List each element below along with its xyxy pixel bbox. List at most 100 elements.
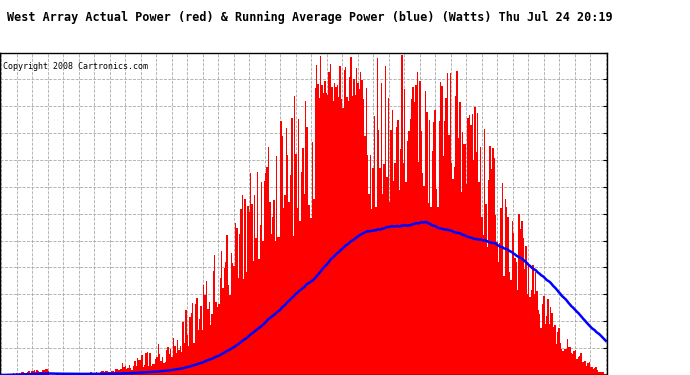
- Bar: [189, 317, 190, 375]
- Bar: [341, 99, 342, 375]
- Bar: [564, 349, 565, 375]
- Bar: [128, 368, 129, 375]
- Bar: [391, 130, 392, 375]
- Bar: [488, 180, 489, 375]
- Bar: [112, 371, 114, 375]
- Bar: [135, 361, 136, 375]
- Bar: [520, 230, 521, 375]
- Bar: [100, 372, 101, 375]
- Bar: [280, 121, 282, 375]
- Bar: [435, 110, 436, 375]
- Bar: [111, 371, 112, 375]
- Bar: [526, 294, 528, 375]
- Bar: [315, 87, 316, 375]
- Bar: [119, 369, 121, 375]
- Bar: [571, 352, 572, 375]
- Bar: [299, 221, 301, 375]
- Bar: [319, 98, 320, 375]
- Bar: [153, 364, 155, 375]
- Bar: [474, 107, 475, 375]
- Bar: [254, 195, 255, 375]
- Bar: [101, 371, 103, 375]
- Bar: [115, 369, 117, 375]
- Bar: [433, 122, 435, 375]
- Bar: [342, 108, 344, 375]
- Bar: [482, 235, 484, 375]
- Bar: [513, 232, 514, 375]
- Bar: [499, 243, 500, 375]
- Bar: [371, 209, 373, 375]
- Bar: [42, 370, 43, 375]
- Bar: [424, 186, 425, 375]
- Bar: [92, 373, 93, 375]
- Bar: [338, 97, 339, 375]
- Bar: [247, 206, 248, 375]
- Bar: [378, 130, 380, 375]
- Bar: [257, 172, 258, 375]
- Bar: [335, 87, 337, 375]
- Bar: [75, 374, 77, 375]
- Bar: [182, 322, 184, 375]
- Bar: [437, 207, 439, 375]
- Bar: [196, 298, 197, 375]
- Bar: [297, 208, 298, 375]
- Bar: [542, 304, 543, 375]
- Bar: [71, 374, 72, 375]
- Bar: [322, 84, 323, 375]
- Bar: [72, 374, 74, 375]
- Bar: [469, 115, 470, 375]
- Bar: [549, 324, 550, 375]
- Bar: [99, 372, 100, 375]
- Bar: [287, 154, 288, 375]
- Bar: [262, 241, 264, 375]
- Bar: [137, 358, 139, 375]
- Bar: [108, 372, 110, 375]
- Bar: [561, 349, 562, 375]
- Bar: [493, 158, 495, 375]
- Bar: [88, 372, 89, 375]
- Bar: [503, 276, 504, 375]
- Bar: [583, 362, 584, 375]
- Bar: [407, 141, 408, 375]
- Bar: [410, 119, 411, 375]
- Bar: [587, 363, 589, 375]
- Bar: [39, 372, 41, 375]
- Bar: [558, 328, 560, 375]
- Bar: [177, 340, 178, 375]
- Bar: [411, 99, 413, 375]
- Bar: [237, 278, 239, 375]
- Bar: [348, 100, 349, 375]
- Bar: [586, 366, 587, 375]
- Bar: [275, 241, 276, 375]
- Bar: [600, 372, 601, 375]
- Bar: [565, 349, 566, 375]
- Bar: [290, 176, 291, 375]
- Bar: [139, 360, 140, 375]
- Bar: [286, 128, 287, 375]
- Bar: [478, 182, 480, 375]
- Bar: [554, 324, 555, 375]
- Bar: [147, 352, 148, 375]
- Bar: [388, 98, 389, 375]
- Bar: [241, 195, 243, 375]
- Bar: [557, 332, 558, 375]
- Bar: [326, 93, 327, 375]
- Bar: [117, 369, 118, 375]
- Bar: [31, 371, 32, 375]
- Bar: [504, 199, 506, 375]
- Bar: [533, 294, 535, 375]
- Bar: [363, 99, 364, 375]
- Bar: [532, 265, 533, 375]
- Bar: [232, 263, 233, 375]
- Bar: [294, 96, 295, 375]
- Bar: [396, 127, 397, 375]
- Bar: [566, 339, 568, 375]
- Bar: [144, 365, 146, 375]
- Bar: [20, 374, 21, 375]
- Bar: [156, 357, 157, 375]
- Bar: [333, 101, 334, 375]
- Bar: [24, 373, 26, 375]
- Bar: [511, 222, 513, 375]
- Bar: [382, 194, 384, 375]
- Bar: [471, 114, 473, 375]
